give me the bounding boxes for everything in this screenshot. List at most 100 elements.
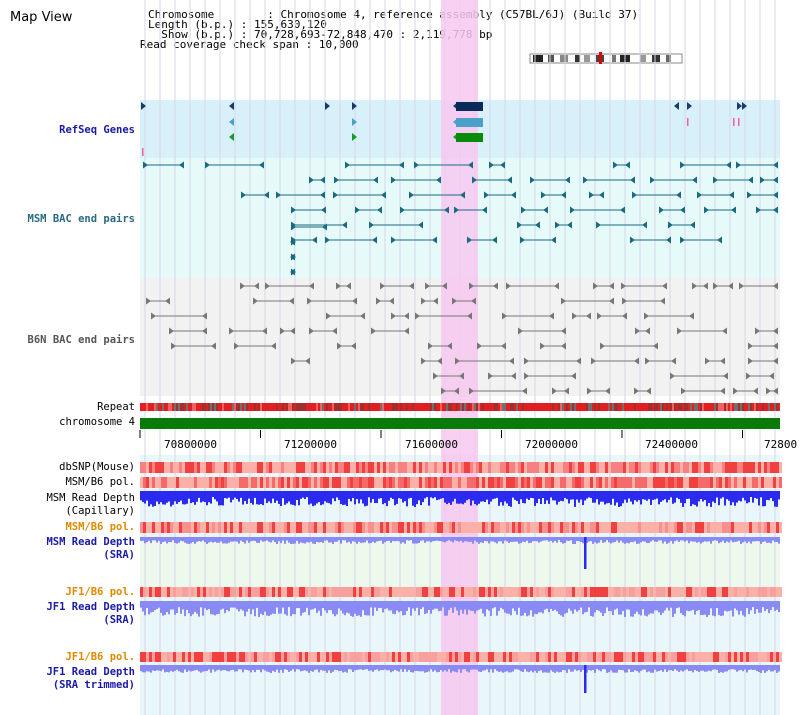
depth-bar	[516, 491, 518, 502]
heat-cell	[578, 462, 581, 473]
heat-cell	[500, 462, 503, 473]
repeat-mark	[530, 403, 532, 411]
heat-cell	[623, 477, 626, 488]
depth-bar	[550, 665, 552, 671]
depth-bar	[498, 665, 500, 672]
heat-cell	[563, 587, 566, 597]
heat-cell	[761, 587, 764, 597]
depth-bar	[774, 601, 776, 611]
depth-bar	[342, 601, 344, 614]
heat-cell	[350, 652, 353, 662]
depth-bar	[164, 491, 166, 505]
repeat-mark	[290, 403, 292, 411]
heat-cell	[317, 652, 320, 662]
heat-cell	[224, 477, 227, 488]
heat-cell	[416, 462, 419, 473]
track-label-refseq[interactable]: RefSeq Genes	[59, 124, 135, 136]
heat-cell	[599, 522, 602, 533]
heat-cell	[596, 522, 599, 533]
heat-cell	[608, 587, 611, 597]
depth-bar	[292, 491, 294, 505]
depth-bar	[470, 491, 472, 506]
repeat-mark	[498, 403, 500, 411]
repeat-mark	[142, 403, 144, 411]
depth-bar	[202, 665, 204, 672]
heat-cell	[740, 477, 743, 488]
bac-end-arrow	[484, 191, 489, 199]
heat-cell	[239, 477, 242, 488]
chromosome-ideogram[interactable]	[529, 52, 683, 64]
bac-end-arrow	[680, 236, 685, 244]
heat-cell	[254, 587, 257, 597]
depth-bar	[220, 601, 222, 610]
depth-bar	[440, 665, 442, 670]
heat-cell	[203, 522, 206, 533]
depth-bar	[356, 537, 358, 544]
depth-bar	[732, 537, 734, 543]
heat-cell	[473, 522, 476, 533]
depth-bar	[598, 491, 600, 505]
depth-bar	[496, 491, 498, 498]
heat-cell	[149, 652, 152, 662]
track-label-jf1-depth-sra-sub: (SRA)	[103, 614, 135, 626]
depth-bar	[364, 491, 366, 507]
heat-cell	[581, 462, 584, 473]
ideogram-band	[666, 55, 671, 62]
heat-cell	[713, 477, 716, 488]
depth-bar	[434, 601, 436, 609]
heat-cell	[314, 522, 317, 533]
heat-cell	[641, 587, 644, 597]
depth-bar	[742, 491, 744, 498]
gene-block	[456, 102, 483, 111]
heat-cell	[380, 462, 383, 473]
depth-bar	[668, 601, 670, 611]
bac-end-arrow	[622, 312, 627, 320]
heat-cell	[557, 462, 560, 473]
heat-cell	[707, 652, 710, 662]
heat-cell	[269, 587, 272, 597]
bac-end-arrow	[587, 387, 592, 395]
heat-cell	[203, 477, 206, 488]
depth-bar	[304, 537, 306, 544]
heat-cell	[695, 522, 698, 533]
depth-bar	[390, 665, 392, 673]
heat-cell	[335, 477, 338, 488]
repeat-mark	[510, 403, 512, 411]
heat-cell	[548, 477, 551, 488]
depth-bar	[710, 665, 712, 672]
depth-bar	[334, 601, 336, 617]
heat-cell	[308, 522, 311, 533]
depth-bar	[438, 491, 440, 500]
depth-bar	[416, 491, 418, 505]
heat-cell	[512, 587, 515, 597]
track-features[interactable]	[139, 102, 782, 693]
repeat-mark	[726, 403, 728, 411]
depth-bar	[432, 537, 434, 542]
bac-end-arrow	[773, 161, 778, 169]
bac-end-arrow	[773, 342, 778, 350]
heat-cell	[530, 522, 533, 533]
repeat-mark	[154, 403, 156, 411]
depth-bar	[748, 601, 750, 615]
depth-bar	[468, 537, 470, 542]
heat-cell	[239, 652, 242, 662]
heat-cell	[488, 522, 491, 533]
depth-bar	[146, 491, 148, 501]
heat-cell	[140, 477, 143, 488]
heat-cell	[344, 522, 347, 533]
depth-bar	[388, 665, 390, 671]
heat-cell	[776, 652, 779, 662]
depth-bar	[430, 601, 432, 614]
heat-cell	[497, 652, 500, 662]
depth-bar	[148, 665, 150, 672]
depth-bar	[650, 491, 652, 505]
track-label-msm-bac[interactable]: MSM BAC end pairs	[27, 213, 135, 225]
depth-bar	[350, 601, 352, 616]
depth-bar	[382, 537, 384, 544]
heat-cell	[335, 587, 338, 597]
depth-bar	[260, 491, 262, 504]
depth-bar	[552, 665, 554, 672]
depth-bar	[354, 537, 356, 542]
track-label-b6n-bac[interactable]: B6N BAC end pairs	[27, 334, 135, 346]
